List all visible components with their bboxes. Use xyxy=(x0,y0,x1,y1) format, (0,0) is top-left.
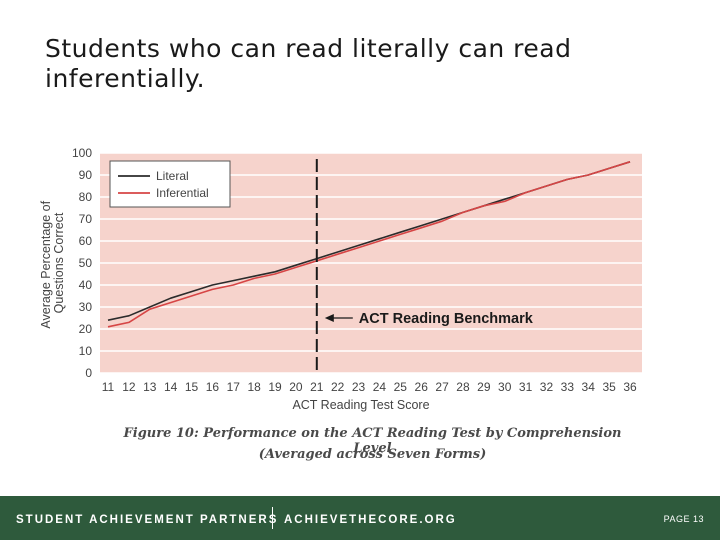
y-tick-label: 0 xyxy=(85,366,92,380)
x-tick-label: 12 xyxy=(122,380,136,394)
y-tick-label: 60 xyxy=(79,234,93,248)
x-tick-label: 30 xyxy=(498,380,512,394)
legend-label-inferential: Inferential xyxy=(156,186,209,200)
x-tick-label: 14 xyxy=(164,380,178,394)
x-tick-label: 27 xyxy=(435,380,449,394)
slide-title: Students who can read literally can read… xyxy=(45,34,572,93)
x-tick-label: 21 xyxy=(310,380,324,394)
x-tick-label: 16 xyxy=(206,380,220,394)
x-tick-label: 28 xyxy=(456,380,470,394)
benchmark-label: ACT Reading Benchmark xyxy=(359,311,534,327)
y-axis-label-line2: Questions Correct xyxy=(52,212,66,313)
x-tick-label: 22 xyxy=(331,380,345,394)
figure-caption-line2: (Averaged across Seven Forms) xyxy=(258,447,487,462)
y-tick-label: 90 xyxy=(79,168,93,182)
legend-label-literal: Literal xyxy=(156,169,189,183)
y-tick-label: 40 xyxy=(79,278,93,292)
legend: Literal Inferential xyxy=(109,160,231,208)
x-tick-label: 17 xyxy=(227,380,241,394)
series-line-inferential xyxy=(107,161,631,328)
x-tick-label: 26 xyxy=(415,380,429,394)
x-axis-label: ACT Reading Test Score xyxy=(292,398,429,412)
x-tick-label: 23 xyxy=(352,380,366,394)
x-tick-labels: 11 12 13 14 15 16 17 18 19 20 21 22 23 24 25 26 27 28 29 30… xyxy=(102,380,637,394)
benchmark-arrowhead xyxy=(324,314,334,322)
y-axis-label-line1: Average Percentage of xyxy=(39,200,53,328)
x-tick-label: 34 xyxy=(582,380,596,394)
y-tick-label: 100 xyxy=(72,146,92,160)
y-tick-label: 80 xyxy=(79,190,93,204)
x-tick-label: 36 xyxy=(623,380,637,394)
figure-caption-line1: Figure 10: Performance on the ACT Readin… xyxy=(123,426,622,456)
footer-bar: STUDENT ACHIEVEMENT PARTNERS ACHIEVETHEC… xyxy=(0,496,720,540)
x-tick-label: 32 xyxy=(540,380,554,394)
page-number: PAGE 13 xyxy=(663,514,704,524)
y-axis-label: Average Percentage of Questions Correct xyxy=(39,197,66,328)
footer-site-link[interactable]: ACHIEVETHECORE.ORG xyxy=(284,514,457,526)
y-tick-labels: 0 10 20 30 40 50 60 70 80 90 100 xyxy=(72,146,92,380)
x-tick-label: 24 xyxy=(373,380,387,394)
footer-divider xyxy=(272,507,273,529)
x-tick-label: 19 xyxy=(268,380,282,394)
x-tick-label: 35 xyxy=(602,380,616,394)
x-tick-label: 13 xyxy=(143,380,157,394)
y-tick-label: 30 xyxy=(79,300,93,314)
x-tick-label: 29 xyxy=(477,380,491,394)
x-tick-label: 18 xyxy=(247,380,261,394)
footer-org-name: STUDENT ACHIEVEMENT PARTNERS xyxy=(16,514,279,526)
legend-box xyxy=(109,160,231,208)
y-tick-label: 10 xyxy=(79,344,93,358)
series-lines xyxy=(107,161,631,328)
y-tick-label: 50 xyxy=(79,256,93,270)
x-tick-label: 25 xyxy=(394,380,408,394)
x-tick-label: 11 xyxy=(102,380,115,394)
x-tick-label: 20 xyxy=(289,380,303,394)
x-tick-label: 33 xyxy=(561,380,575,394)
x-tick-label: 15 xyxy=(185,380,199,394)
x-tick-label: 31 xyxy=(519,380,533,394)
y-tick-label: 70 xyxy=(79,212,93,226)
y-tick-label: 20 xyxy=(79,322,93,336)
